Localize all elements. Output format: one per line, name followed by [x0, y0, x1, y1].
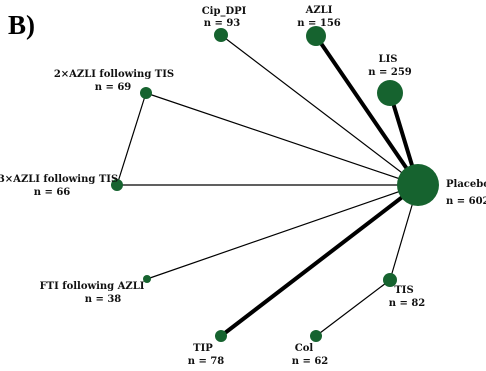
node-count-placebo: n = 602 [446, 196, 486, 207]
node-label-lis: LIS [379, 54, 398, 65]
node-count-lis: n = 259 [368, 67, 412, 78]
node-label-col: Col [295, 343, 314, 354]
nodes [111, 26, 439, 342]
node-count-azli2: n = 69 [95, 82, 132, 93]
node-fti [143, 275, 151, 283]
edge-azli-placebo [314, 34, 420, 187]
node-col [310, 330, 322, 342]
node-label-placebo: Placebo [446, 179, 486, 190]
node-cip_dpi [214, 28, 228, 42]
node-count-col: n = 62 [292, 356, 329, 367]
edge-azli2-azli3 [116, 92, 147, 186]
edge-cip_dpi-placebo [220, 34, 419, 186]
edges [116, 34, 420, 338]
node-label-tip: TIP [193, 343, 213, 354]
node-count-cip_dpi: n = 93 [204, 18, 241, 29]
node-tis [383, 273, 397, 287]
node-count-azli: n = 156 [297, 18, 341, 29]
node-count-tis: n = 82 [389, 298, 426, 309]
node-count-fti: n = 38 [85, 294, 122, 305]
node-count-azli3: n = 66 [34, 187, 71, 198]
edge-azli2-placebo [145, 92, 419, 186]
panel-label: B) [8, 10, 35, 40]
edge-fti-placebo [146, 184, 419, 280]
node-azli2 [140, 87, 152, 99]
node-label-fti: FTI following AZLI [40, 281, 145, 292]
node-label-cip_dpi: Cip_DPI [202, 6, 247, 17]
node-azli [306, 26, 326, 46]
node-lis [377, 80, 403, 106]
edge-col-tis [315, 279, 391, 337]
node-label-tis: TIS [394, 285, 413, 296]
node-tip [215, 330, 227, 342]
node-label-azli3: 3×AZLI following TIS [0, 174, 118, 185]
node-label-azli2: 2×AZLI following TIS [54, 69, 174, 80]
node-placebo [397, 164, 439, 206]
node-count-tip: n = 78 [188, 356, 225, 367]
node-label-azli: AZLI [305, 5, 333, 16]
edge-tip-placebo [219, 183, 420, 338]
node-azli3 [111, 179, 123, 191]
